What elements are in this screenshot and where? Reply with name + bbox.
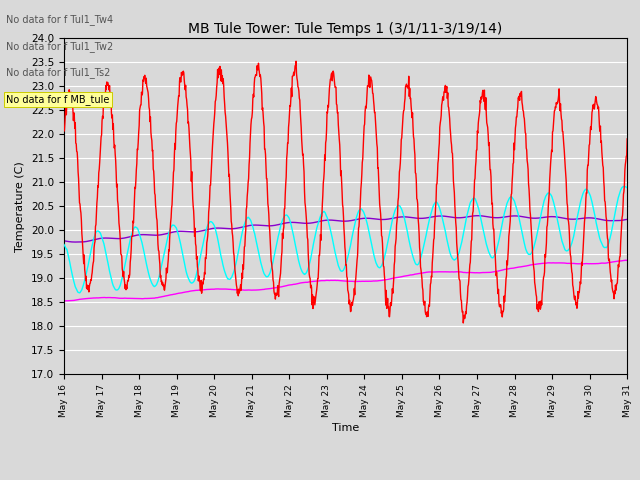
Text: No data for f Tul1_Tw2: No data for f Tul1_Tw2 — [6, 41, 114, 52]
Y-axis label: Temperature (C): Temperature (C) — [15, 161, 26, 252]
Text: No data for f MB_tule: No data for f MB_tule — [6, 94, 110, 105]
Title: MB Tule Tower: Tule Temps 1 (3/1/11-3/19/14): MB Tule Tower: Tule Temps 1 (3/1/11-3/19… — [188, 22, 503, 36]
Text: No data for f Tul1_Tw4: No data for f Tul1_Tw4 — [6, 14, 113, 25]
X-axis label: Time: Time — [332, 423, 359, 432]
Text: No data for f Tul1_Ts2: No data for f Tul1_Ts2 — [6, 67, 111, 78]
